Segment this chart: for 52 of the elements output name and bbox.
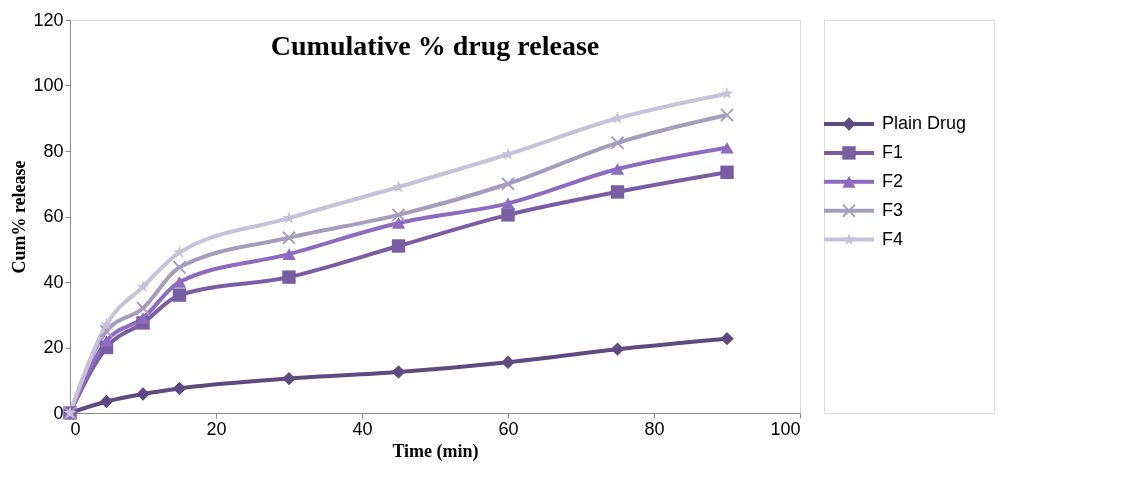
point bbox=[282, 231, 296, 245]
point bbox=[172, 260, 187, 274]
point bbox=[136, 280, 150, 293]
y-tick-label: 120 bbox=[33, 9, 64, 30]
point bbox=[610, 342, 625, 356]
point bbox=[172, 288, 187, 302]
y-tick-label: 100 bbox=[33, 75, 64, 95]
y-tick-label: 60 bbox=[43, 206, 64, 226]
x-tick-label: 100 bbox=[770, 418, 801, 439]
point bbox=[501, 177, 515, 191]
y-tick-label: 80 bbox=[43, 140, 64, 161]
y-axis-title: Cum% release bbox=[9, 160, 30, 274]
legend-label: F1 bbox=[882, 141, 904, 162]
point bbox=[172, 276, 187, 288]
point bbox=[501, 355, 515, 369]
chart-title: Cumulative % drug release bbox=[270, 30, 600, 61]
point bbox=[100, 317, 113, 330]
legend-label: F3 bbox=[882, 199, 904, 220]
point bbox=[99, 394, 114, 409]
point bbox=[720, 86, 734, 100]
y-tick-label: 0 bbox=[53, 402, 64, 423]
y-tick-label: 40 bbox=[43, 271, 64, 292]
x-tick-label: 80 bbox=[644, 418, 665, 439]
point bbox=[99, 335, 114, 347]
point bbox=[610, 136, 625, 150]
x-tick-label: 20 bbox=[206, 418, 227, 439]
legend-label: F2 bbox=[882, 170, 904, 191]
point bbox=[391, 365, 406, 379]
point bbox=[391, 239, 406, 253]
legend-label: F4 bbox=[882, 228, 904, 249]
point bbox=[610, 185, 625, 199]
legend-label: Plain Drug bbox=[882, 113, 967, 134]
y-tick-label: 20 bbox=[43, 337, 64, 357]
point bbox=[172, 381, 187, 396]
point bbox=[610, 163, 625, 175]
point bbox=[720, 141, 734, 154]
x-axis-title: Time (min) bbox=[392, 440, 479, 462]
x-tick-label: 0 bbox=[70, 418, 81, 439]
x-tick-label: 40 bbox=[352, 418, 373, 439]
point bbox=[282, 270, 296, 284]
point bbox=[720, 165, 734, 179]
point bbox=[501, 197, 515, 210]
point bbox=[391, 217, 406, 229]
point bbox=[282, 371, 296, 386]
point bbox=[720, 331, 734, 346]
point bbox=[282, 248, 296, 260]
point bbox=[501, 208, 515, 222]
point bbox=[720, 108, 734, 122]
point bbox=[136, 312, 150, 324]
point bbox=[136, 387, 150, 401]
point bbox=[136, 301, 150, 315]
x-tick-label: 60 bbox=[498, 418, 519, 439]
